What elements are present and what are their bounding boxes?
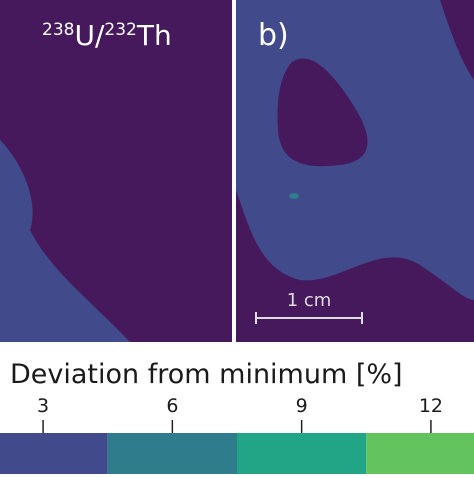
contour-region	[277, 58, 368, 167]
divider	[232, 0, 236, 342]
contour-region	[236, 190, 474, 342]
tick-label: 12	[419, 395, 443, 417]
contour-region	[440, 0, 474, 80]
tick-label: 9	[296, 395, 308, 417]
colorbar-segment	[366, 433, 474, 474]
colorbar: 3 6 9 12	[0, 395, 474, 474]
superscript: 232	[104, 20, 136, 40]
colorbar-segment	[107, 433, 238, 474]
panel-a-label: 238U/232Th	[42, 19, 172, 52]
colorbar-title: Deviation from minimum [%]	[10, 359, 403, 390]
tick-label: 3	[37, 395, 49, 417]
element: Th	[136, 19, 172, 52]
panel-b-label: b)	[258, 18, 289, 53]
superscript: 238	[42, 20, 74, 40]
contour-region	[289, 193, 299, 199]
scale-bar-label: 1 cm	[287, 290, 332, 311]
colorbar-segment	[237, 433, 367, 474]
element: U/	[74, 19, 104, 52]
colorbar-segment	[0, 433, 108, 474]
tick-label: 6	[166, 395, 178, 417]
contour-region	[0, 140, 130, 342]
